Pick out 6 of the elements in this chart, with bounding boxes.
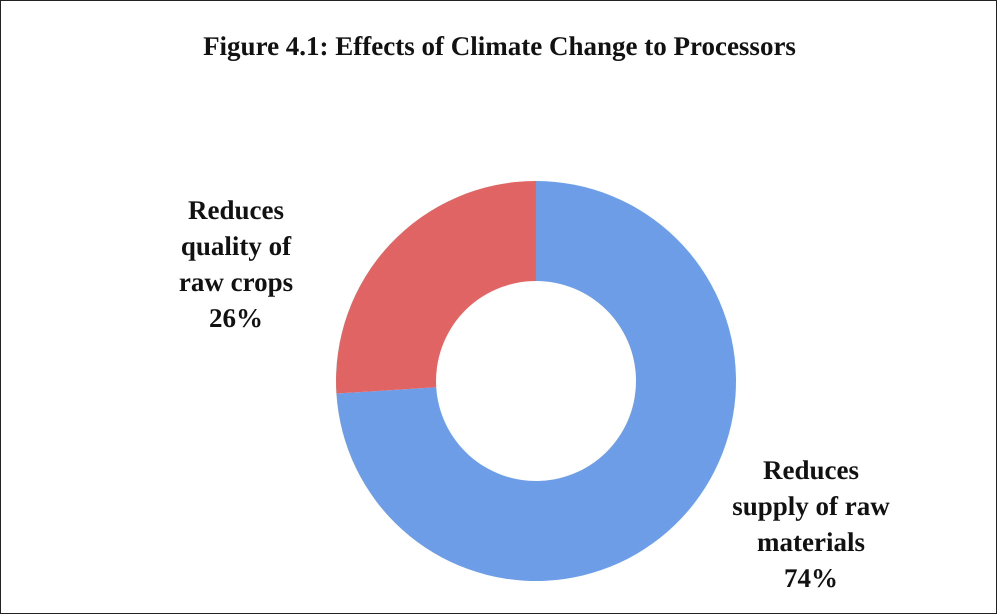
chart-title: Figure 4.1: Effects of Climate Change to Processors	[203, 31, 796, 61]
donut-slice	[336, 181, 536, 394]
data-label: 74%	[784, 563, 838, 593]
slice-label: Reduces supply of raw materials	[732, 455, 890, 557]
slice-label: Reduces quality of raw crops	[178, 195, 294, 297]
data-label: 26%	[209, 303, 263, 333]
